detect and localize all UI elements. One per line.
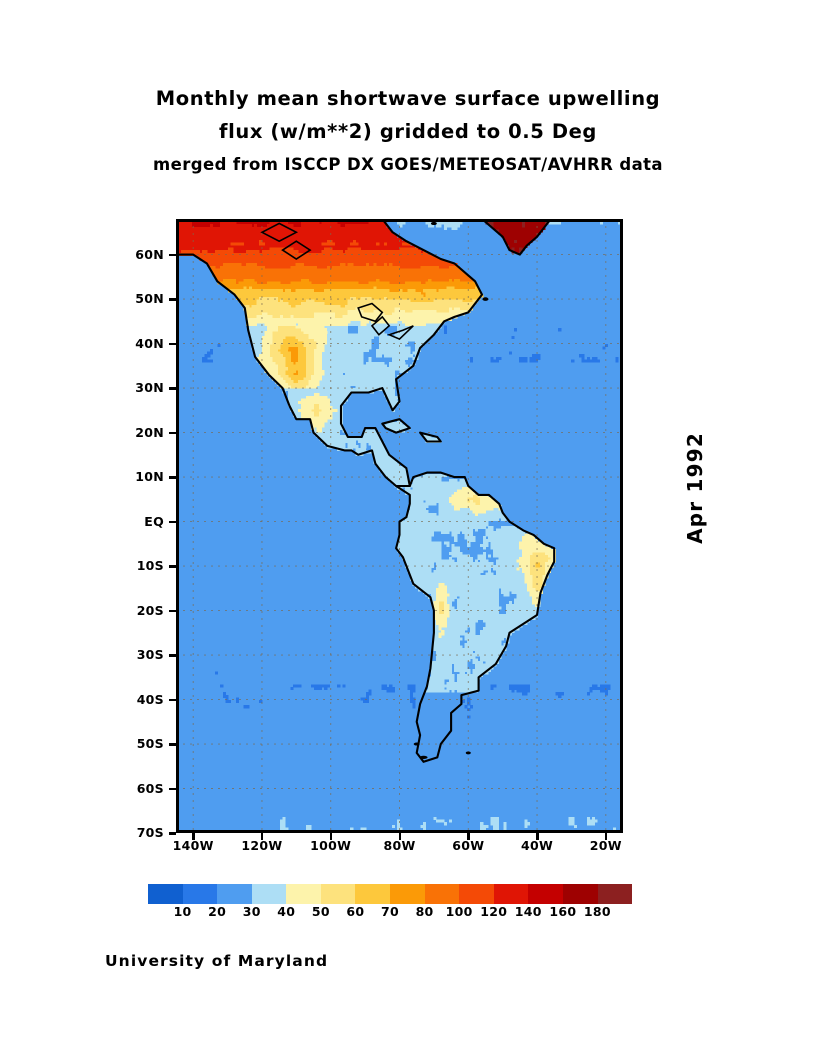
y-tick-label: 70S (136, 825, 164, 840)
y-tick-mark (169, 431, 176, 435)
y-tick-mark (169, 476, 176, 479)
colorbar-segment (217, 884, 252, 904)
y-tick-label: 60N (135, 246, 164, 262)
x-tick-mark (467, 833, 470, 840)
x-tick-label: 100W (310, 838, 352, 853)
colorbar-tick-label: 70 (381, 904, 399, 919)
colorbar-tick-label: 120 (480, 904, 508, 919)
coastline-island-speck (419, 755, 428, 759)
y-tick-label: 60S (136, 780, 164, 796)
coastline-island-speck (482, 297, 489, 301)
colorbar-tick-label: 180 (583, 904, 611, 919)
footer-attribution: University of Maryland (105, 952, 329, 970)
coastline-inland-lake (357, 302, 384, 323)
graticule (176, 219, 623, 833)
colorbar-segment (320, 884, 356, 904)
flux-cell-group (176, 219, 424, 254)
y-tick-mark (169, 520, 176, 524)
coastline-island-speck (465, 751, 471, 755)
y-tick-mark (169, 787, 176, 790)
colorbar-segment (286, 884, 321, 904)
y-tick-mark (169, 387, 176, 390)
x-tick-mark (192, 833, 195, 840)
colorbar-segment (493, 884, 529, 904)
coastline-island-speck (430, 221, 437, 226)
coastline-inland-lake (281, 240, 312, 260)
colorbar-tick-label: 20 (208, 904, 227, 919)
colorbar-tick-label: 10 (173, 904, 192, 919)
x-tick-mark (604, 833, 608, 840)
colorbar-segment (148, 884, 183, 904)
coastline-island-speck (413, 742, 420, 746)
colorbar-segment (459, 884, 494, 904)
coastline-hispaniola (419, 431, 442, 443)
y-tick-label: 20S (136, 602, 164, 618)
colorbar-tick-labels: 10 20 30 40 50 60 70 80 100 120 140 160 180 (148, 904, 632, 924)
colorbar-tick-label: 50 (311, 904, 330, 919)
period-label-text: Apr 1992 (683, 432, 707, 544)
coastline-north-america (176, 219, 484, 488)
coastline-inland-lake (386, 325, 414, 341)
x-tick-mark (260, 833, 264, 840)
y-tick-mark (169, 743, 176, 746)
colorbar-segment (251, 884, 287, 904)
colorbar-tick-label: 80 (415, 904, 434, 919)
y-tick-mark (169, 342, 176, 346)
colorbar-tick-label: 100 (445, 904, 473, 919)
y-tick-mark (169, 565, 176, 568)
colorbar (148, 884, 633, 904)
colorbar-tick-label: 40 (277, 904, 296, 919)
coastline-inland-lake (260, 222, 299, 243)
y-tick-label: 50S (136, 736, 164, 751)
flux-cell-group (176, 219, 623, 833)
y-tick-label: 30N (135, 380, 164, 396)
title-line-2: flux (w/m**2) gridded to 0.5 Deg (218, 120, 597, 143)
y-tick-mark (169, 832, 176, 835)
x-tick-label: 60W (452, 838, 485, 853)
coastline-inland-lake (370, 315, 391, 336)
x-tick-label: 140W (172, 838, 214, 853)
flux-cell-group (209, 263, 473, 285)
colorbar-segment (182, 884, 218, 904)
title-line-3: merged from ISCCP DX GOES/METEOSAT/AVHRR… (153, 155, 663, 174)
y-tick-mark (169, 298, 176, 301)
y-tick-label: 40N (135, 335, 164, 351)
colorbar-segment (528, 884, 563, 904)
colorbar-segment (424, 884, 460, 904)
colorbar-tick-label: 60 (346, 904, 365, 919)
chart-title-block: Monthly mean shortwave surface upwelling… (0, 82, 816, 180)
title-line-1: Monthly mean shortwave surface upwelling (155, 87, 661, 110)
colorbar-segment (390, 884, 425, 904)
y-tick-label: 10S (136, 558, 164, 574)
coastline-cuba (381, 418, 411, 434)
map-plot-area[interactable] (176, 219, 623, 833)
colorbar-segment (355, 884, 391, 904)
colorbar-tick-label: 160 (549, 904, 577, 919)
y-tick-mark (169, 698, 176, 702)
colorbar-segment (562, 884, 598, 904)
y-tick-label: 50N (135, 291, 164, 307)
y-tick-mark (169, 253, 176, 257)
y-tick-label: 10N (135, 469, 164, 485)
coastline-south-america (395, 471, 556, 763)
y-tick-label: 40S (136, 691, 164, 707)
y-tick-mark (169, 654, 176, 657)
period-label: Apr 1992 (655, 432, 707, 582)
x-tick-label: 120W (241, 838, 283, 853)
y-tick-label: EQ (144, 513, 164, 529)
x-tick-label: 20W (589, 838, 622, 853)
flux-heatmap-svg (176, 219, 623, 833)
x-tick-mark (398, 833, 401, 840)
colorbar-tick-label: 140 (514, 904, 542, 919)
y-tick-label: 30S (136, 647, 164, 663)
colorbar-tick-label: 30 (242, 904, 261, 919)
x-tick-mark (329, 833, 333, 840)
x-tick-mark (536, 833, 539, 840)
colorbar-segment (597, 884, 633, 904)
flux-cell-group (482, 219, 546, 254)
y-tick-label: 20N (135, 424, 164, 440)
x-tick-label: 40W (520, 838, 554, 853)
x-tick-label: 80W (383, 838, 416, 853)
y-tick-mark (169, 609, 176, 613)
